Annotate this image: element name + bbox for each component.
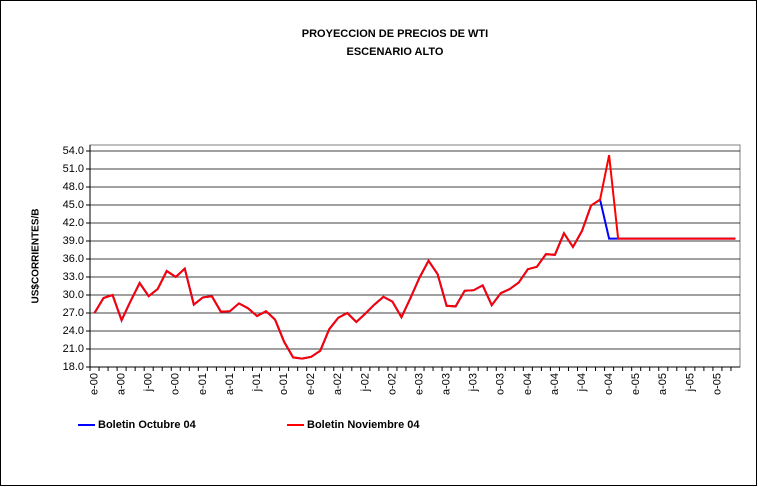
x-tick-label: j-04 (576, 373, 588, 392)
y-tick-label: 39.0 (63, 235, 84, 247)
x-tick-label: a-03 (441, 373, 453, 395)
y-tick-label: 54.0 (63, 145, 84, 157)
legend-label: Boletin Octubre 04 (98, 419, 197, 431)
x-tick-label: e-02 (305, 373, 317, 395)
chart-subtitle: ESCENARIO ALTO (347, 46, 444, 58)
chart-title: PROYECCION DE PRECIOS DE WTI (302, 28, 488, 40)
x-tick-label: j-05 (684, 373, 696, 392)
y-tick-label: 24.0 (63, 325, 84, 337)
y-tick-label: 51.0 (63, 163, 84, 175)
y-tick-label: 45.0 (63, 199, 84, 211)
y-tick-label: 18.0 (63, 361, 84, 373)
x-tick-label: o-02 (386, 373, 398, 395)
x-tick-label: o-03 (495, 373, 507, 395)
x-tick-label: j-00 (143, 373, 155, 392)
y-tick-label: 30.0 (63, 289, 84, 301)
x-tick-label: o-04 (603, 373, 615, 395)
x-tick-label: o-01 (278, 373, 290, 395)
plot-area (89, 144, 741, 368)
y-tick-label: 21.0 (63, 343, 84, 355)
x-tick-label: a-00 (116, 373, 128, 395)
x-tick-label: o-05 (711, 373, 723, 395)
y-tick-label: 48.0 (63, 181, 84, 193)
x-tick-label: j-03 (468, 373, 480, 392)
x-tick-label: a-05 (657, 373, 669, 395)
y-tick-label: 42.0 (63, 217, 84, 229)
y-tick-label: 27.0 (63, 307, 84, 319)
x-tick-label: j-01 (251, 373, 263, 392)
x-tick-label: e-01 (197, 373, 209, 395)
x-tick-label: e-04 (522, 373, 534, 395)
x-tick-label: j-02 (359, 373, 371, 392)
x-tick-label: a-02 (332, 373, 344, 395)
y-tick-label: 36.0 (63, 253, 84, 265)
y-tick-label: 33.0 (63, 271, 84, 283)
x-tick-label: e-03 (413, 373, 425, 395)
series-line (93, 155, 736, 360)
x-tick-label: a-04 (549, 373, 561, 395)
x-tick-label: e-05 (630, 373, 642, 395)
y-axis-label: US$CORRIENTES/B (31, 208, 42, 303)
x-tick-label: e-00 (88, 373, 100, 395)
x-tick-label: o-00 (170, 373, 182, 395)
legend-label: Boletin Noviembre 04 (307, 419, 420, 431)
x-tick-label: a-01 (224, 373, 236, 395)
